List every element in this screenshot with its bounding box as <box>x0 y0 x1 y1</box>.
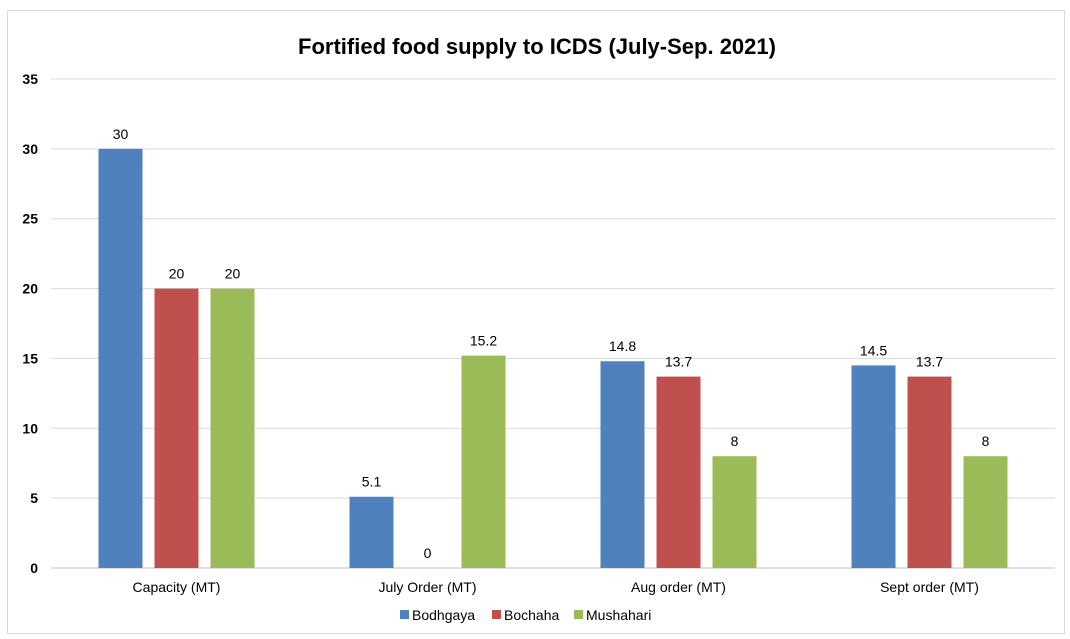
data-label: 8 <box>982 433 990 449</box>
legend-label: Bochaha <box>504 607 559 623</box>
bar-bodhgaya-0 <box>98 148 143 568</box>
gridlines <box>51 78 1055 569</box>
y-axis-ticks: 0 5 10 15 20 25 30 35 <box>22 71 38 576</box>
x-tick-label: Aug order (MT) <box>631 579 726 595</box>
data-label: 5.1 <box>362 474 382 490</box>
y-tick-label: 15 <box>22 350 38 366</box>
legend-label: Mushahari <box>586 607 651 623</box>
chart-frame: Fortified food supply to ICDS (July-Sep.… <box>7 10 1065 634</box>
y-tick-label: 30 <box>22 141 38 157</box>
data-label: 8 <box>731 433 739 449</box>
data-label: 13.7 <box>916 354 943 370</box>
legend-label: Bodhgaya <box>412 607 475 623</box>
y-tick-label: 35 <box>22 71 38 87</box>
bar-bodhgaya-3 <box>851 365 896 568</box>
legend-swatch-mushahari <box>574 610 583 619</box>
data-label: 14.8 <box>609 338 636 354</box>
legend-swatch-bochaha <box>492 610 501 619</box>
bar-mushahari-3 <box>963 456 1008 568</box>
bar-chart: Fortified food supply to ICDS (July-Sep.… <box>22 34 1055 623</box>
y-tick-label: 0 <box>30 560 38 576</box>
data-label: 30 <box>113 126 129 142</box>
bar-bodhgaya-1 <box>349 496 394 568</box>
data-label: 20 <box>225 266 241 282</box>
bar-mushahari-1 <box>461 355 506 568</box>
y-tick-label: 10 <box>22 420 38 436</box>
legend: Bodhgaya Bochaha Mushahari <box>400 607 651 623</box>
x-tick-label: July Order (MT) <box>379 579 477 595</box>
y-tick-label: 20 <box>22 281 38 297</box>
x-tick-label: Capacity (MT) <box>133 579 221 595</box>
bar-bochaha-0 <box>154 288 199 568</box>
chart-title: Fortified food supply to ICDS (July-Sep.… <box>298 34 776 59</box>
legend-swatch-bodhgaya <box>400 610 409 619</box>
y-tick-label: 5 <box>30 490 38 506</box>
bar-mushahari-2 <box>712 456 757 568</box>
data-label: 13.7 <box>665 354 692 370</box>
bar-mushahari-0 <box>210 288 255 568</box>
x-tick-label: Sept order (MT) <box>880 579 979 595</box>
data-label: 0 <box>424 545 432 561</box>
data-label: 14.5 <box>860 342 887 358</box>
bar-bochaha-2 <box>656 376 701 568</box>
bar-bodhgaya-2 <box>600 361 645 568</box>
x-axis-ticks: Capacity (MT) July Order (MT) Aug order (M… <box>133 579 979 595</box>
data-label: 20 <box>169 266 185 282</box>
bar-bochaha-3 <box>907 376 952 568</box>
data-labels: 30 20 20 5.1 0 15.2 14.8 13.7 8 14.5 13.7 8 <box>113 126 990 561</box>
bars <box>98 148 1008 568</box>
data-label: 15.2 <box>470 333 497 349</box>
y-tick-label: 25 <box>22 211 38 227</box>
